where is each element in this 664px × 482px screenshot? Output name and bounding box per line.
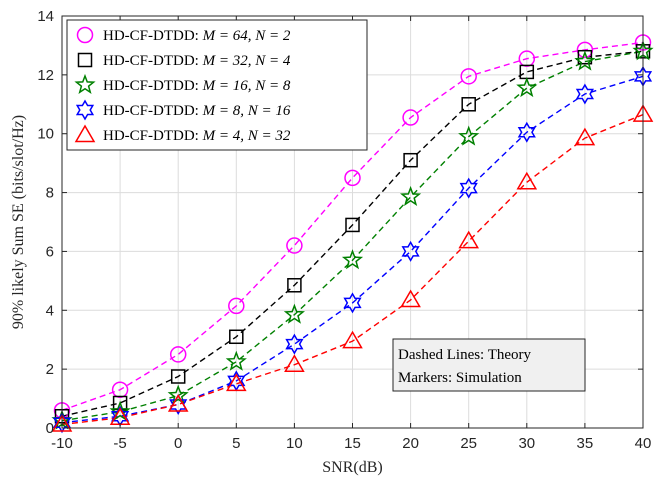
x-tick-label: 25 [460, 435, 477, 452]
sim-point-circle [460, 68, 477, 85]
sim-point-circle [286, 237, 303, 254]
sim-point-star [458, 125, 480, 146]
sim-point-star [400, 185, 422, 206]
sim-point-circle [576, 41, 594, 59]
legend-label-hexagram: HD-CF-DTDD: M = 8, N = 16 [103, 103, 291, 119]
sim-point-square [461, 97, 476, 112]
sim-point-circle [518, 50, 536, 67]
sim-point-hexagram [285, 333, 304, 355]
legend-label-triangle: HD-CF-DTDD: M = 4, N = 32 [103, 128, 291, 144]
annotation-theory-text: Dashed Lines: Theory [398, 347, 532, 363]
sim-point-square [287, 278, 302, 293]
theory-line-circle [61, 41, 644, 411]
x-axis-ticks: -10 -5 0 5 10 15 20 25 30 35 40 [51, 16, 651, 452]
series-lines [61, 41, 644, 426]
sim-point-square [229, 329, 244, 345]
legend-marker-hexagram [75, 99, 95, 121]
x-tick-label: 10 [286, 435, 303, 452]
sim-point-star [225, 350, 247, 371]
theory-line-square [61, 50, 644, 417]
theory-line-triangle [61, 113, 644, 426]
sim-point-star [574, 50, 596, 71]
legend-box [66, 19, 368, 151]
annotation-simulation-text: Markers: Simulation [398, 370, 522, 386]
y-axis-ticks: 0 2 4 6 8 10 12 14 [37, 8, 643, 437]
sim-point-triangle [400, 289, 421, 308]
series-markers [51, 34, 654, 434]
y-tick-label: 6 [46, 243, 54, 260]
sim-point-hexagram [575, 83, 594, 105]
y-tick-label: 2 [46, 361, 54, 378]
sim-point-circle [402, 109, 419, 126]
sim-point-triangle [284, 354, 305, 372]
x-tick-label: 30 [518, 435, 535, 452]
y-axis-title: 90% likely Sum SE (bits/slot/Hz) [10, 115, 27, 329]
sim-point-hexagram [343, 292, 362, 314]
sim-point-triangle [225, 373, 247, 392]
sim-point-circle [111, 381, 129, 398]
sim-point-hexagram [169, 393, 188, 415]
sim-point-star [341, 249, 364, 270]
legend-label-square: HD-CF-DTDD: M = 32, N = 4 [103, 53, 291, 69]
sim-point-triangle [342, 330, 363, 349]
sim-point-circle [169, 346, 187, 363]
x-tick-label: 0 [174, 435, 182, 452]
sim-point-circle [228, 297, 245, 315]
sim-point-star [516, 76, 538, 98]
y-tick-label: 14 [37, 8, 54, 25]
legend-label-circle: HD-CF-DTDD: M = 64, N = 2 [103, 28, 291, 44]
legend-marker-triangle [74, 124, 96, 143]
sim-point-star [167, 384, 189, 405]
annotation-frame [392, 338, 586, 392]
y-tick-label: 4 [46, 302, 54, 319]
x-tick-label: 15 [344, 435, 361, 452]
y-tick-label: 0 [46, 420, 54, 437]
legend-label-star: HD-CF-DTDD: M = 16, N = 8 [103, 78, 291, 94]
y-tick-label: 12 [37, 67, 54, 84]
sim-point-circle [344, 169, 361, 187]
sim-point-square [170, 369, 186, 384]
sim-point-star [283, 303, 305, 324]
x-tick-label: -10 [51, 435, 73, 452]
x-tick-label: 40 [635, 435, 652, 452]
theory-line-hexagram [61, 75, 644, 424]
sim-point-hexagram [459, 177, 478, 199]
theory-line-star [61, 50, 644, 422]
x-tick-label: 5 [232, 435, 240, 452]
sim-point-triangle [458, 230, 480, 249]
y-tick-label: 10 [37, 126, 54, 143]
sim-point-triangle [51, 413, 73, 432]
annotation-box: Dashed Lines: Theory Markers: Simulation [392, 338, 586, 392]
x-tick-label: 20 [402, 435, 419, 452]
sim-point-square [345, 217, 360, 233]
y-tick-label: 8 [46, 185, 54, 202]
legend: HD-CF-DTDD: M = 64, N = 2 HD-CF-DTDD: M =… [66, 19, 368, 151]
legend-marker-star [74, 73, 96, 95]
legend-marker-square [77, 52, 93, 68]
sim-point-star [109, 400, 131, 421]
sim-point-triangle [574, 127, 596, 146]
x-tick-label: 35 [577, 435, 594, 452]
sim-point-triangle [167, 393, 189, 412]
sim-point-hexagram [401, 240, 420, 262]
x-tick-label: -5 [113, 435, 126, 452]
sim-point-square [403, 152, 418, 168]
sim-point-hexagram [517, 121, 536, 143]
sim-point-triangle [516, 171, 538, 190]
legend-marker-circle [76, 26, 94, 44]
x-axis-title: SNR(dB) [322, 459, 382, 476]
